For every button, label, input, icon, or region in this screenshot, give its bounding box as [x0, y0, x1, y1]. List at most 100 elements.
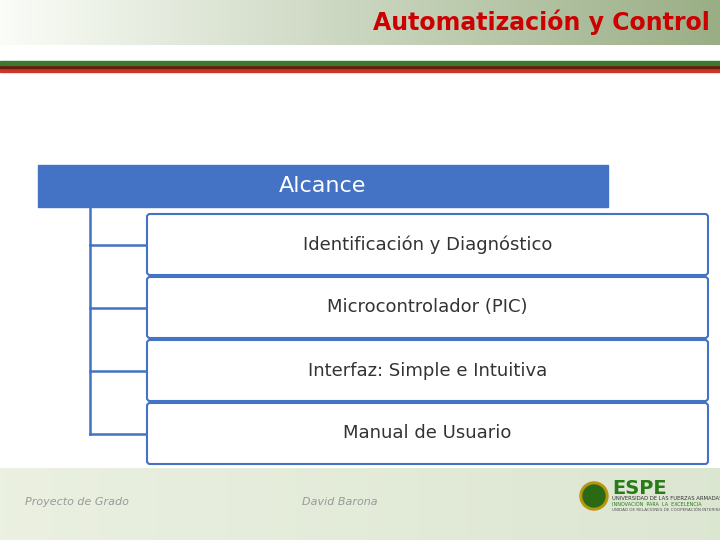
Bar	[605, 468, 606, 540]
Bar	[636, 468, 637, 540]
Bar	[706, 468, 707, 540]
Bar	[485, 468, 486, 540]
Bar	[72, 0, 73, 45]
Bar	[695, 0, 696, 45]
Bar	[565, 0, 566, 45]
Bar	[474, 468, 475, 540]
Bar	[405, 0, 406, 45]
Bar	[337, 0, 338, 45]
Bar	[426, 0, 427, 45]
Bar	[635, 0, 636, 45]
Bar	[624, 0, 625, 45]
Bar	[347, 468, 348, 540]
Bar	[34, 0, 35, 45]
Bar	[4, 0, 5, 45]
Bar	[358, 468, 359, 540]
Bar	[714, 0, 715, 45]
Bar	[686, 468, 687, 540]
Bar	[561, 0, 562, 45]
Bar	[604, 0, 605, 45]
Bar	[33, 0, 34, 45]
Bar	[241, 468, 242, 540]
Bar	[9, 0, 10, 45]
Bar	[487, 0, 488, 45]
Bar	[453, 0, 454, 45]
Bar	[0, 68, 720, 72]
Bar	[287, 0, 288, 45]
Bar	[137, 0, 138, 45]
Bar	[66, 468, 67, 540]
Bar	[183, 0, 184, 45]
Bar	[326, 468, 327, 540]
Bar	[645, 0, 646, 45]
Bar	[307, 468, 308, 540]
Bar	[616, 468, 617, 540]
Bar	[202, 468, 203, 540]
Bar	[173, 0, 174, 45]
Bar	[516, 0, 517, 45]
Bar	[303, 0, 304, 45]
Bar	[30, 468, 31, 540]
Bar	[714, 468, 715, 540]
Bar	[461, 468, 462, 540]
Bar	[113, 468, 114, 540]
Bar	[100, 468, 101, 540]
Bar	[155, 0, 156, 45]
Bar	[500, 468, 501, 540]
Bar	[361, 0, 362, 45]
Bar	[3, 468, 4, 540]
Bar	[313, 0, 314, 45]
Bar	[657, 0, 658, 45]
Bar	[266, 468, 267, 540]
Bar	[486, 468, 487, 540]
Bar	[496, 0, 497, 45]
Bar	[644, 0, 645, 45]
Bar	[241, 0, 242, 45]
Bar	[515, 0, 516, 45]
Bar	[240, 0, 241, 45]
Bar	[421, 468, 422, 540]
Bar	[579, 468, 580, 540]
Bar	[222, 0, 223, 45]
Bar	[194, 0, 195, 45]
Bar	[295, 468, 296, 540]
Bar	[637, 468, 638, 540]
Bar	[79, 468, 80, 540]
Bar	[387, 0, 388, 45]
Bar	[562, 468, 563, 540]
Bar	[508, 468, 509, 540]
Bar	[583, 0, 584, 45]
Bar	[590, 0, 591, 45]
Bar	[678, 0, 679, 45]
Bar	[592, 0, 593, 45]
Bar	[572, 468, 573, 540]
Bar	[70, 468, 71, 540]
Bar	[425, 468, 426, 540]
Bar	[670, 468, 671, 540]
Bar	[47, 468, 48, 540]
Bar	[184, 0, 185, 45]
Bar	[133, 468, 134, 540]
Bar	[261, 0, 262, 45]
Bar	[375, 468, 376, 540]
Bar	[713, 468, 714, 540]
Bar	[568, 468, 569, 540]
Bar	[244, 468, 245, 540]
Bar	[712, 468, 713, 540]
Bar	[327, 468, 328, 540]
Bar	[177, 0, 178, 45]
Bar	[419, 468, 420, 540]
Bar	[289, 0, 290, 45]
Bar	[443, 468, 444, 540]
Bar	[683, 0, 684, 45]
Bar	[101, 0, 102, 45]
Bar	[437, 0, 438, 45]
Bar	[676, 0, 677, 45]
Bar	[659, 0, 660, 45]
Bar	[706, 0, 707, 45]
Bar	[594, 0, 595, 45]
Bar	[83, 468, 84, 540]
Bar	[23, 468, 24, 540]
Bar	[518, 468, 519, 540]
Bar	[169, 468, 170, 540]
